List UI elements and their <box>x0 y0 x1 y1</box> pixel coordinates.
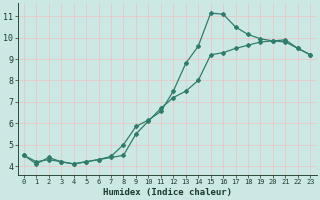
X-axis label: Humidex (Indice chaleur): Humidex (Indice chaleur) <box>103 188 232 197</box>
